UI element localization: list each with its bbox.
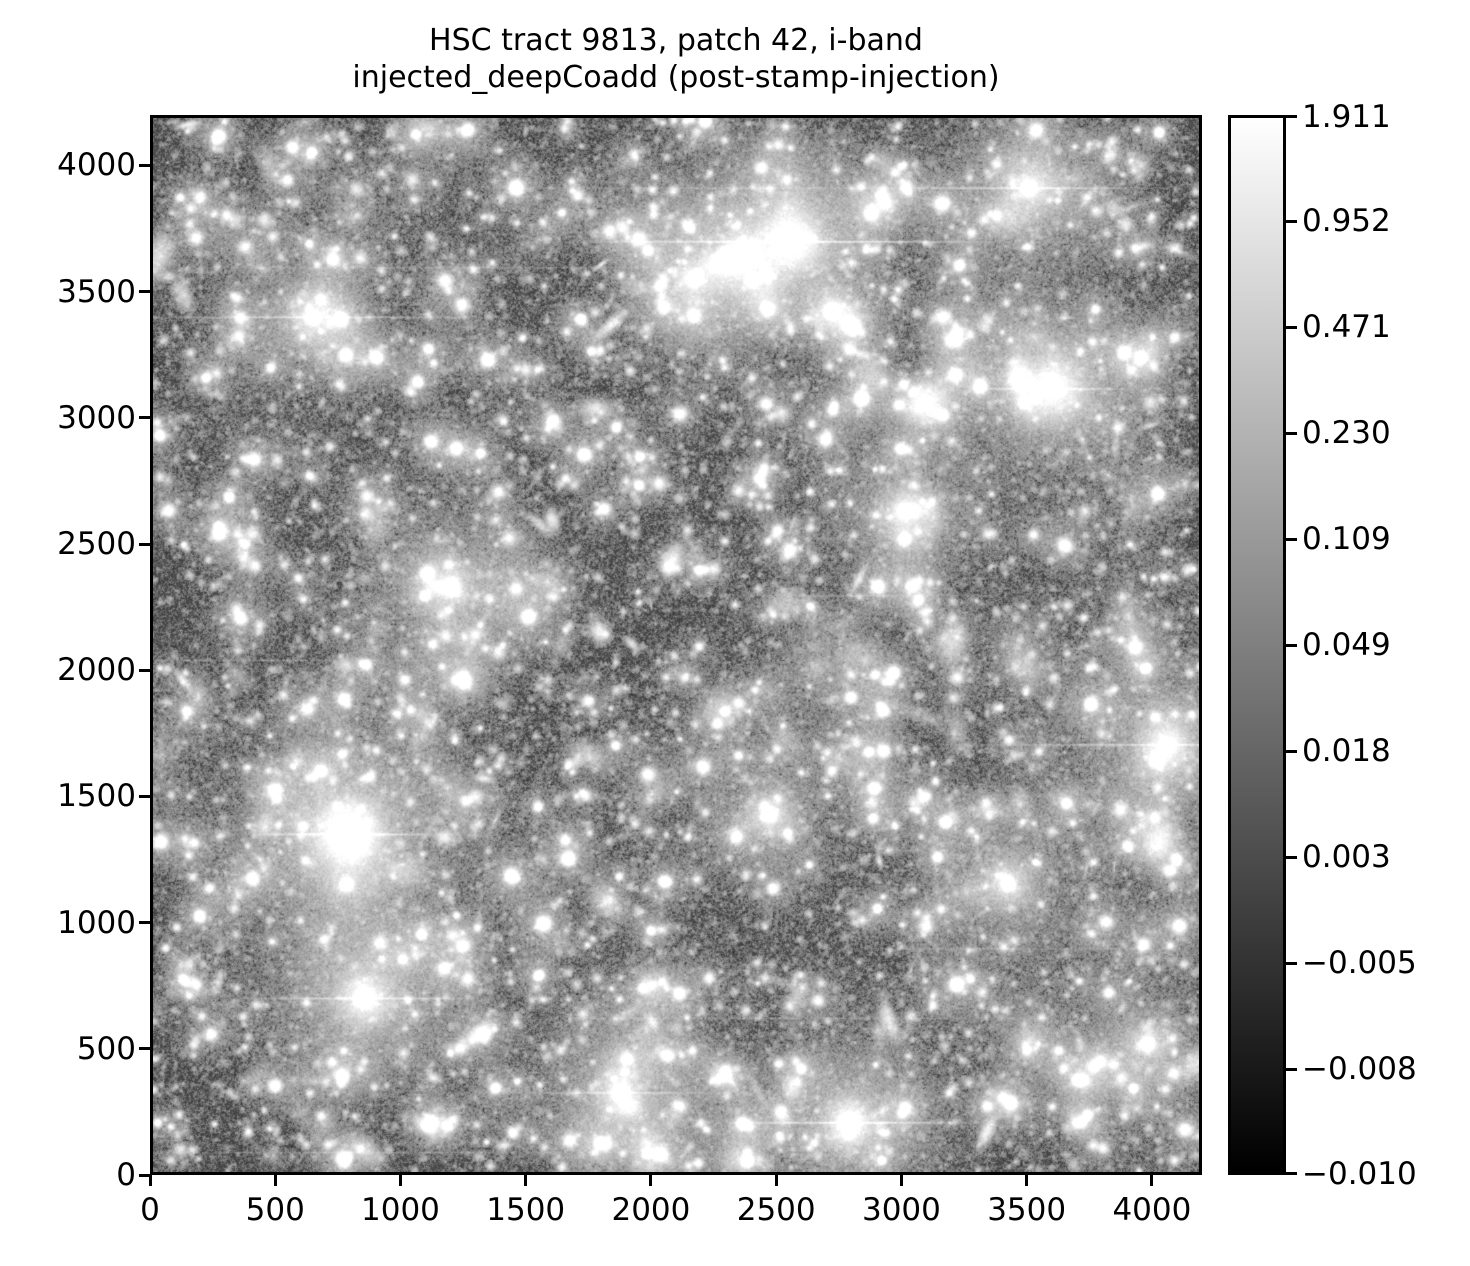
y-tick-mark <box>139 1047 150 1051</box>
y-tick-label: 1500 <box>57 778 136 815</box>
plot-title-line-2: injected_deepCoadd (post-stamp-injection… <box>352 60 1000 95</box>
colorbar-tick-label: 0.109 <box>1302 521 1391 557</box>
y-tick-mark <box>139 921 150 925</box>
x-tick-label: 0 <box>140 1192 160 1228</box>
colorbar-tick-mark <box>1286 1172 1297 1175</box>
colorbar-tick-mark <box>1286 643 1297 647</box>
y-tick-mark <box>139 668 150 672</box>
x-tick-mark <box>1025 1175 1029 1186</box>
colorbar-tick-label: 0.952 <box>1302 203 1391 239</box>
y-tick-mark <box>139 163 150 167</box>
y-tick-label: 500 <box>76 1030 136 1067</box>
x-tick-label: 500 <box>245 1192 305 1228</box>
colorbar-tick-mark <box>1286 219 1297 223</box>
x-tick-mark <box>398 1175 402 1186</box>
y-tick-label: 3500 <box>57 273 136 310</box>
y-tick-label: 4000 <box>57 147 136 184</box>
colorbar-tick-mark <box>1286 749 1297 753</box>
y-tick-label: 1000 <box>57 904 136 941</box>
y-tick-mark <box>139 416 150 420</box>
colorbar-tick-mark <box>1286 115 1297 118</box>
colorbar-tick-label: 0.018 <box>1302 733 1391 769</box>
colorbar-tick-label: −0.010 <box>1302 1155 1417 1192</box>
colorbar-tick-mark <box>1286 961 1297 965</box>
y-tick-mark <box>139 794 150 798</box>
x-tick-mark <box>774 1175 778 1186</box>
y-tick-label: 3000 <box>57 399 136 436</box>
colorbar-tick-mark <box>1286 325 1297 329</box>
colorbar[interactable] <box>1228 115 1286 1175</box>
x-tick-label: 2500 <box>736 1192 816 1228</box>
x-tick-label: 2000 <box>611 1192 691 1228</box>
x-tick-mark <box>1150 1175 1154 1186</box>
colorbar-tick-label: 0.471 <box>1302 309 1391 345</box>
y-tick-label: 0 <box>116 1157 136 1193</box>
x-tick-label: 4000 <box>1112 1192 1192 1228</box>
colorbar-tick-label: −0.005 <box>1302 945 1417 981</box>
image-axes[interactable] <box>150 115 1202 1175</box>
x-tick-label: 1500 <box>486 1192 566 1228</box>
y-tick-mark <box>139 542 150 546</box>
x-tick-label: 1000 <box>361 1192 440 1228</box>
colorbar-tick-label: 0.003 <box>1302 839 1391 875</box>
x-tick-mark <box>148 1175 152 1186</box>
colorbar-tick-label: −0.008 <box>1302 1051 1417 1087</box>
colorbar-tick-label: 0.230 <box>1302 415 1391 451</box>
x-tick-mark <box>273 1175 277 1186</box>
colorbar-tick-mark <box>1286 855 1297 859</box>
y-tick-label: 2000 <box>57 652 136 689</box>
colorbar-tick-label: 1.911 <box>1302 98 1391 135</box>
x-tick-mark <box>899 1175 903 1186</box>
colorbar-tick-label: 0.049 <box>1302 627 1391 663</box>
plot-title: HSC tract 9813, patch 42, i-band injecte… <box>0 22 1352 96</box>
colorbar-tick-mark <box>1286 537 1297 541</box>
x-tick-label: 3000 <box>861 1192 941 1228</box>
colorbar-tick-mark <box>1286 1067 1297 1071</box>
y-tick-mark <box>139 290 150 294</box>
x-tick-label: 3500 <box>987 1192 1067 1228</box>
x-tick-mark <box>524 1175 528 1186</box>
x-tick-mark <box>649 1175 653 1186</box>
y-tick-label: 2500 <box>57 526 136 563</box>
y-tick-mark <box>139 1173 150 1177</box>
colorbar-tick-mark <box>1286 431 1297 435</box>
plot-title-line-1: HSC tract 9813, patch 42, i-band <box>429 23 923 58</box>
sky-image <box>153 118 1199 1172</box>
